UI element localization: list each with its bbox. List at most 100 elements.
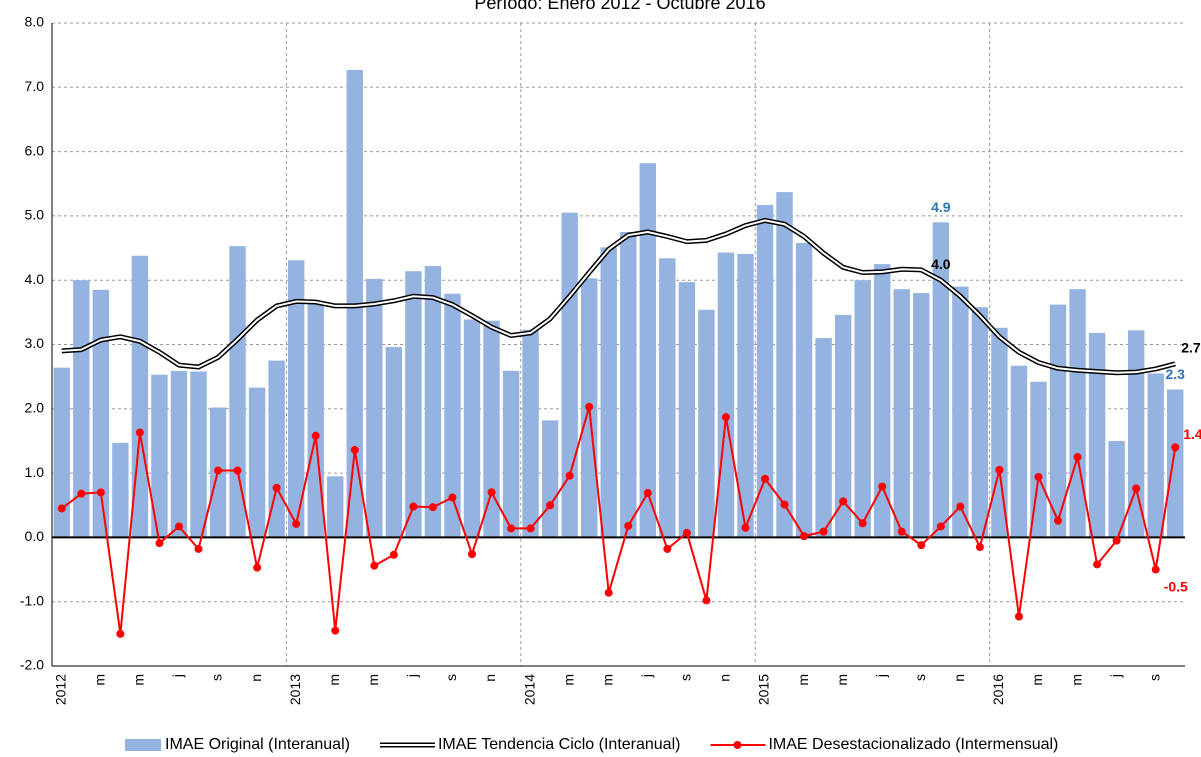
bar [1049, 304, 1067, 538]
y-tick-label: 8.0 [25, 14, 45, 30]
bar [561, 212, 578, 538]
bar [287, 260, 305, 538]
point [389, 550, 398, 559]
x-tick-label: s [678, 674, 694, 681]
point [917, 541, 926, 550]
bar [971, 307, 989, 538]
point [311, 431, 320, 440]
point [1034, 472, 1043, 481]
x-tick-label: j [873, 674, 889, 678]
point [858, 519, 867, 528]
value-label: -0.5 [1164, 578, 1188, 594]
y-tick-label: 3.0 [25, 335, 45, 351]
x-tick-label: s [443, 674, 459, 681]
x-tick-label: m [795, 674, 811, 686]
point [839, 497, 848, 506]
bar [268, 360, 285, 538]
point [761, 474, 770, 483]
point [1054, 516, 1063, 525]
point [721, 413, 730, 422]
point [975, 543, 984, 552]
point [800, 532, 809, 541]
point [96, 488, 105, 497]
point [116, 629, 125, 638]
point [682, 528, 691, 537]
point [526, 524, 535, 533]
bar [541, 420, 559, 538]
bar [620, 231, 637, 538]
y-tick-label: 2.0 [25, 400, 45, 416]
x-tick-label: m [599, 674, 615, 686]
bar [1030, 381, 1047, 538]
bar [639, 163, 657, 538]
point [1014, 612, 1023, 621]
point [253, 563, 262, 572]
value-label: 4.9 [931, 199, 951, 215]
point [370, 561, 379, 570]
trend-line [61, 219, 1176, 374]
point [174, 522, 183, 531]
point [878, 482, 887, 491]
x-tick-label: 2015 [756, 674, 772, 705]
x-tick-label: m [92, 674, 108, 686]
bar [229, 246, 246, 538]
bar [385, 347, 403, 538]
x-tick-label: j [1107, 674, 1123, 678]
bar [73, 280, 90, 538]
y-tick-label: 5.0 [25, 207, 45, 223]
point [155, 539, 164, 548]
x-tick-label: s [912, 674, 928, 681]
bar [112, 442, 129, 538]
x-tick-label: n [951, 674, 967, 682]
y-tick-label: 1.0 [25, 464, 45, 480]
bar [815, 338, 832, 538]
point [956, 502, 965, 511]
x-tick-label: m [1029, 674, 1045, 686]
point [233, 466, 242, 475]
x-tick-label: m [131, 674, 147, 686]
bar [1147, 373, 1164, 538]
value-label: 1.4 [1183, 426, 1201, 442]
point [780, 500, 789, 509]
bar [893, 289, 910, 538]
x-tick-label: 2014 [521, 674, 537, 705]
bar [53, 367, 70, 538]
point [897, 527, 906, 536]
bar [190, 371, 207, 538]
y-tick-label: 7.0 [25, 78, 45, 94]
bar [874, 264, 891, 538]
point [507, 524, 516, 533]
x-tick-label: m [326, 674, 342, 686]
bar [522, 329, 539, 538]
bar [756, 204, 774, 538]
point [565, 471, 574, 480]
x-tick-label: j [404, 674, 420, 678]
x-tick-label: 2016 [990, 674, 1006, 705]
x-tick-label: m [365, 674, 381, 686]
point [995, 465, 1004, 474]
y-tick-label: 4.0 [25, 271, 45, 287]
point [643, 489, 652, 498]
legend-label: IMAE Tendencia Ciclo (Interanual) [438, 736, 681, 753]
bar [737, 253, 754, 538]
point [1112, 536, 1121, 545]
x-tick-label: s [1146, 674, 1162, 681]
point [936, 522, 945, 531]
bar [717, 252, 735, 538]
point [428, 503, 437, 512]
y-tick-label: 6.0 [25, 142, 45, 158]
bar [170, 370, 188, 538]
bar [444, 293, 461, 538]
bar [424, 266, 442, 538]
point [741, 523, 750, 532]
bar [327, 476, 344, 538]
point [487, 488, 496, 497]
point [409, 502, 418, 511]
legend-label: IMAE Desestacionalizado (Intermensual) [768, 736, 1058, 753]
legend-label: IMAE Original (Interanual) [165, 736, 350, 753]
line [61, 406, 1177, 634]
point [77, 489, 86, 498]
legend-swatch [733, 741, 742, 749]
bar [502, 370, 520, 538]
